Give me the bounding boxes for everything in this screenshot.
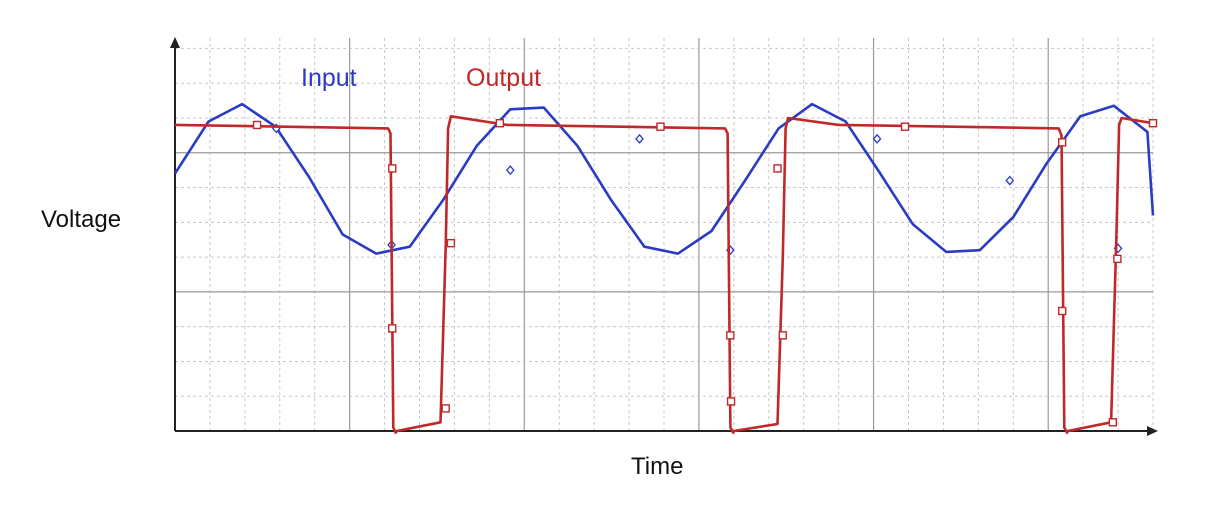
grid	[175, 38, 1154, 431]
output-data-point	[1057, 138, 1067, 147]
y-axis-label: Voltage	[41, 206, 121, 233]
input-data-point	[635, 133, 644, 144]
output-data-point	[252, 120, 262, 130]
y-axis-arrow-icon	[170, 37, 180, 48]
output-series-line	[174, 115, 1154, 434]
legend: Input Output	[301, 64, 541, 92]
input-data-point	[505, 165, 515, 176]
input-data-point	[1005, 175, 1015, 186]
legend-input-label: Input	[301, 64, 357, 92]
output-data-point	[388, 164, 397, 173]
output-data-point	[388, 324, 397, 333]
output-data-point	[726, 397, 736, 406]
output-data-point	[778, 331, 787, 340]
output-data-point	[1057, 306, 1067, 316]
output-data-point	[1148, 119, 1158, 128]
output-data-point	[495, 119, 505, 128]
input-series-line	[173, 102, 1155, 255]
output-data-point	[900, 122, 910, 131]
output-data-point	[441, 404, 450, 413]
axes	[170, 37, 1158, 436]
output-data-point	[656, 122, 665, 131]
output-data-point	[773, 164, 782, 173]
output-data-point	[726, 331, 735, 340]
output-data-point	[1113, 254, 1122, 264]
input-data-point	[872, 133, 882, 144]
legend-output-label: Output	[466, 64, 541, 92]
output-data-point	[1108, 418, 1118, 427]
output-series	[174, 115, 1158, 434]
x-axis-label: Time	[631, 453, 683, 480]
series	[173, 102, 1158, 434]
x-axis-arrow-icon	[1147, 426, 1158, 436]
output-data-point	[446, 238, 456, 248]
